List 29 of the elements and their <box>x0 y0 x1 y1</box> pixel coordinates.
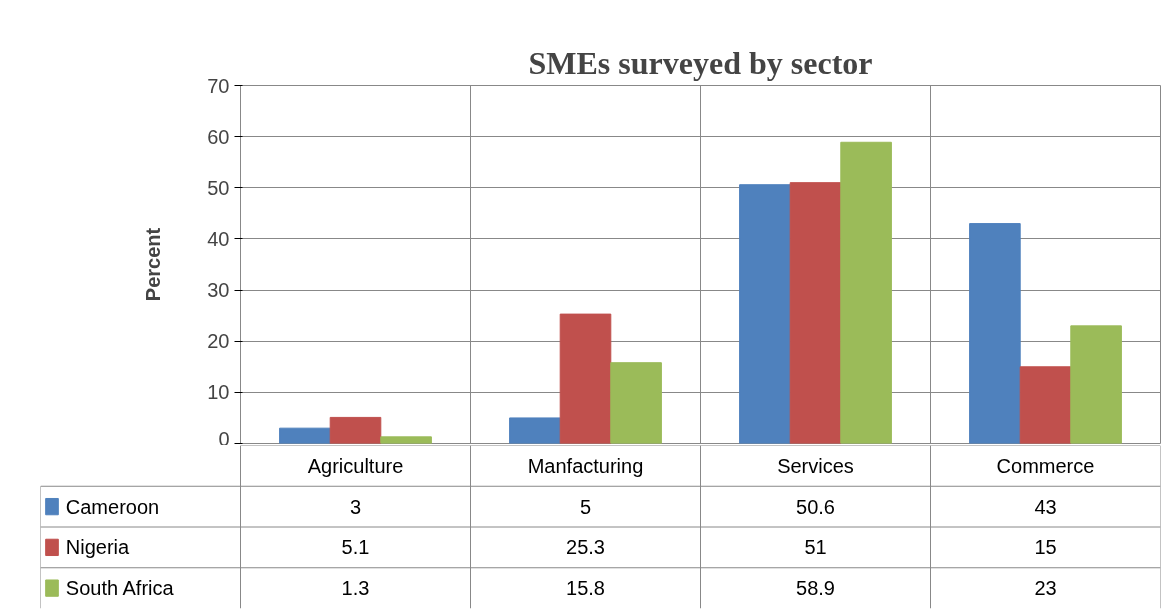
data-label: 23 <box>1034 577 1057 600</box>
y-tick-label: 70 <box>207 74 230 97</box>
legend-label: South Africa <box>65 577 175 600</box>
legend-label: Nigeria <box>65 536 131 559</box>
y-tick-label: 10 <box>207 381 230 404</box>
y-axis-title: Percent <box>142 227 165 302</box>
data-label: 1.3 <box>341 577 370 600</box>
x-tick-label: Agriculture <box>307 454 404 477</box>
legend-label: Cameroon <box>65 495 160 518</box>
y-tick-label: 50 <box>207 176 230 199</box>
x-tick-label: Manfacturing <box>527 454 644 477</box>
y-tick-label: 60 <box>207 125 230 148</box>
data-label: 58.9 <box>796 577 835 600</box>
data-label: 15 <box>1034 536 1057 559</box>
data-label: 5 <box>579 495 592 518</box>
data-label: 15.8 <box>566 577 605 600</box>
x-tick-label: Services <box>777 454 854 477</box>
data-label: 25.3 <box>566 536 605 559</box>
data-label: 43 <box>1034 495 1057 518</box>
data-label: 3 <box>349 495 362 518</box>
y-tick-label: 30 <box>207 279 230 302</box>
data-label: 51 <box>804 536 827 559</box>
data-label: 50.6 <box>796 495 835 518</box>
data-label: 5.1 <box>341 536 370 559</box>
chart-title: SMEs surveyed by sector <box>528 44 873 81</box>
y-tick-label: 20 <box>207 330 230 353</box>
y-tick-label: 40 <box>207 227 230 250</box>
y-tick-label: 0 <box>218 427 230 450</box>
x-tick-label: Commerce <box>996 454 1095 477</box>
